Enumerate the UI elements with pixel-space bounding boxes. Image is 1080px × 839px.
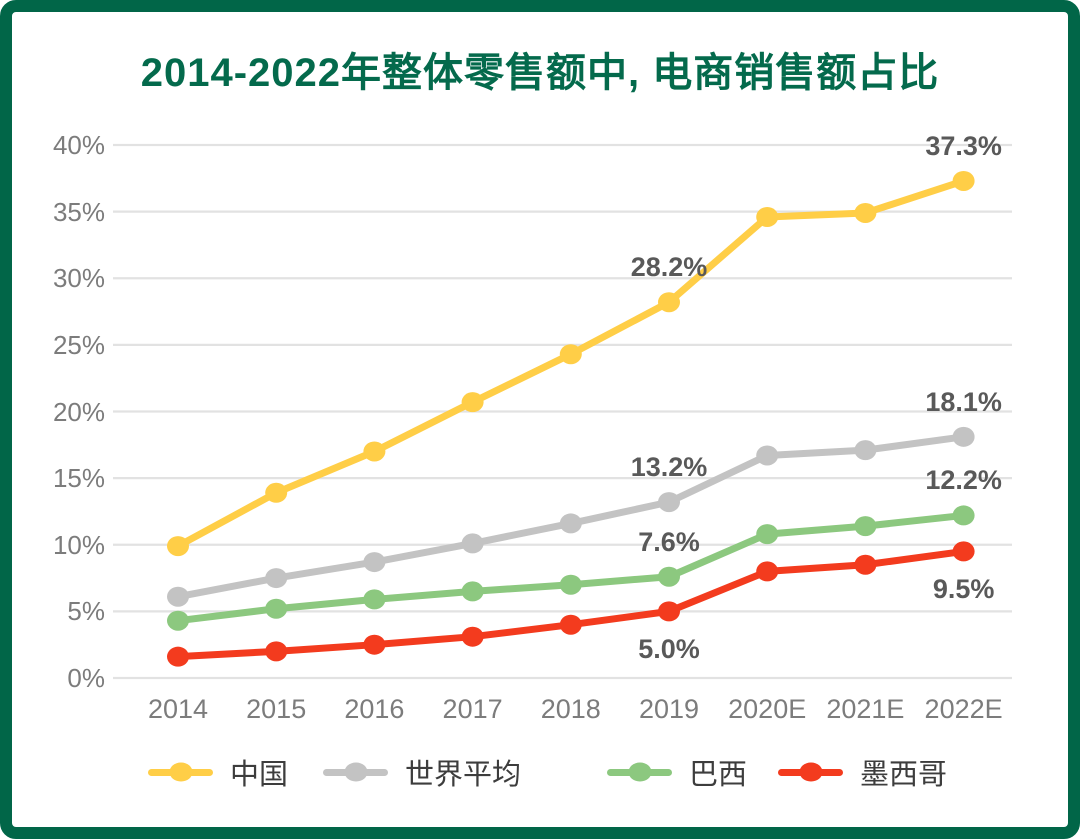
x-axis-label: 2019: [638, 694, 700, 724]
legend-dot-icon: [799, 762, 822, 782]
data-point-world-average-2019: [658, 492, 680, 513]
chart-title: 2014-2022年整体零售额中, 电商销售额占比: [140, 51, 940, 95]
data-point-world-average-2020E: [756, 445, 779, 466]
data-point-mexico-2022E: [952, 541, 975, 562]
data-point-mexico-2014: [167, 646, 189, 667]
legend-label: 墨西哥: [860, 759, 948, 791]
y-axis-label: 40%: [52, 130, 105, 160]
x-axis-label: 2015: [246, 694, 307, 724]
data-value-label: 13.2%: [630, 452, 708, 483]
data-value-label: 7.6%: [638, 526, 700, 557]
data-point-china-2014: [167, 536, 189, 557]
y-axis-label: 5%: [67, 596, 105, 627]
data-point-world-average-2021E: [854, 440, 877, 461]
legend-line-icon: [778, 762, 843, 782]
data-point-china-2020E: [756, 206, 779, 227]
legend-line-icon: [148, 762, 213, 782]
data-point-china-2019: [658, 292, 680, 313]
legend-item-brazil: 巴西: [607, 752, 747, 792]
legend-item-world-average: 世界平均: [323, 752, 521, 792]
x-axis-label: 2016: [344, 694, 405, 724]
x-axis-label: 2014: [147, 694, 209, 724]
legend-label: 巴西: [689, 759, 748, 791]
legend-item-mexico: 墨西哥: [778, 752, 947, 792]
data-point-brazil-2017: [461, 581, 484, 602]
legend-item-china: 中国: [148, 752, 288, 792]
data-point-mexico-2020E: [756, 561, 779, 582]
data-point-mexico-2015: [265, 641, 288, 662]
x-axis-label: 2017: [442, 694, 503, 724]
legend-line-icon: [323, 762, 388, 782]
data-point-brazil-2015: [265, 598, 288, 619]
data-point-world-average-2018: [559, 513, 582, 534]
x-axis-label: 2021E: [826, 694, 905, 724]
y-axis-label: 35%: [52, 196, 105, 227]
data-point-world-average-2022E: [952, 426, 975, 447]
data-point-mexico-2019: [658, 601, 680, 622]
data-point-brazil-2022E: [952, 505, 975, 526]
y-axis-label: 15%: [52, 463, 105, 494]
data-point-china-2017: [461, 392, 484, 413]
y-axis-label: 10%: [52, 529, 105, 560]
legend-dot-icon: [344, 762, 367, 782]
y-axis-label: 20%: [52, 396, 105, 427]
data-point-mexico-2016: [363, 634, 386, 655]
x-axis-label: 2022E: [924, 694, 1003, 724]
data-point-mexico-2021E: [854, 554, 877, 575]
data-point-china-2022E: [952, 170, 975, 191]
legend-label: 世界平均: [405, 759, 522, 791]
data-value-label: 9.5%: [932, 574, 995, 605]
data-value-label: 28.2%: [630, 252, 708, 283]
data-point-china-2016: [363, 441, 386, 462]
data-point-world-average-2016: [363, 552, 386, 573]
data-point-world-average-2014: [167, 586, 189, 607]
y-axis-label: 30%: [52, 263, 105, 294]
x-axis-label: 2018: [540, 694, 601, 724]
y-axis-label: 25%: [52, 329, 105, 360]
data-point-brazil-2014: [167, 610, 189, 631]
data-point-brazil-2019: [658, 566, 680, 587]
data-value-label: 12.2%: [925, 465, 1002, 496]
legend-dot-icon: [628, 762, 651, 782]
data-point-mexico-2018: [559, 614, 582, 635]
legend-dot-icon: [169, 762, 192, 782]
data-point-china-2015: [265, 482, 288, 503]
data-value-label: 37.3%: [925, 130, 1002, 161]
legend-label: 中国: [230, 759, 289, 791]
data-point-brazil-2021E: [854, 516, 877, 537]
y-axis-label: 0%: [67, 663, 105, 693]
data-point-brazil-2020E: [756, 524, 779, 545]
data-point-brazil-2018: [559, 574, 582, 595]
data-point-mexico-2017: [461, 626, 484, 647]
data-value-label: 5.0%: [638, 634, 700, 665]
data-point-brazil-2016: [363, 589, 386, 610]
x-axis-label: 2020E: [728, 694, 807, 724]
data-point-world-average-2017: [461, 533, 484, 554]
data-point-china-2021E: [854, 202, 877, 223]
data-value-label: 18.1%: [925, 386, 1002, 417]
legend-line-icon: [607, 762, 672, 782]
data-point-world-average-2015: [265, 568, 288, 589]
data-point-china-2018: [559, 344, 582, 365]
